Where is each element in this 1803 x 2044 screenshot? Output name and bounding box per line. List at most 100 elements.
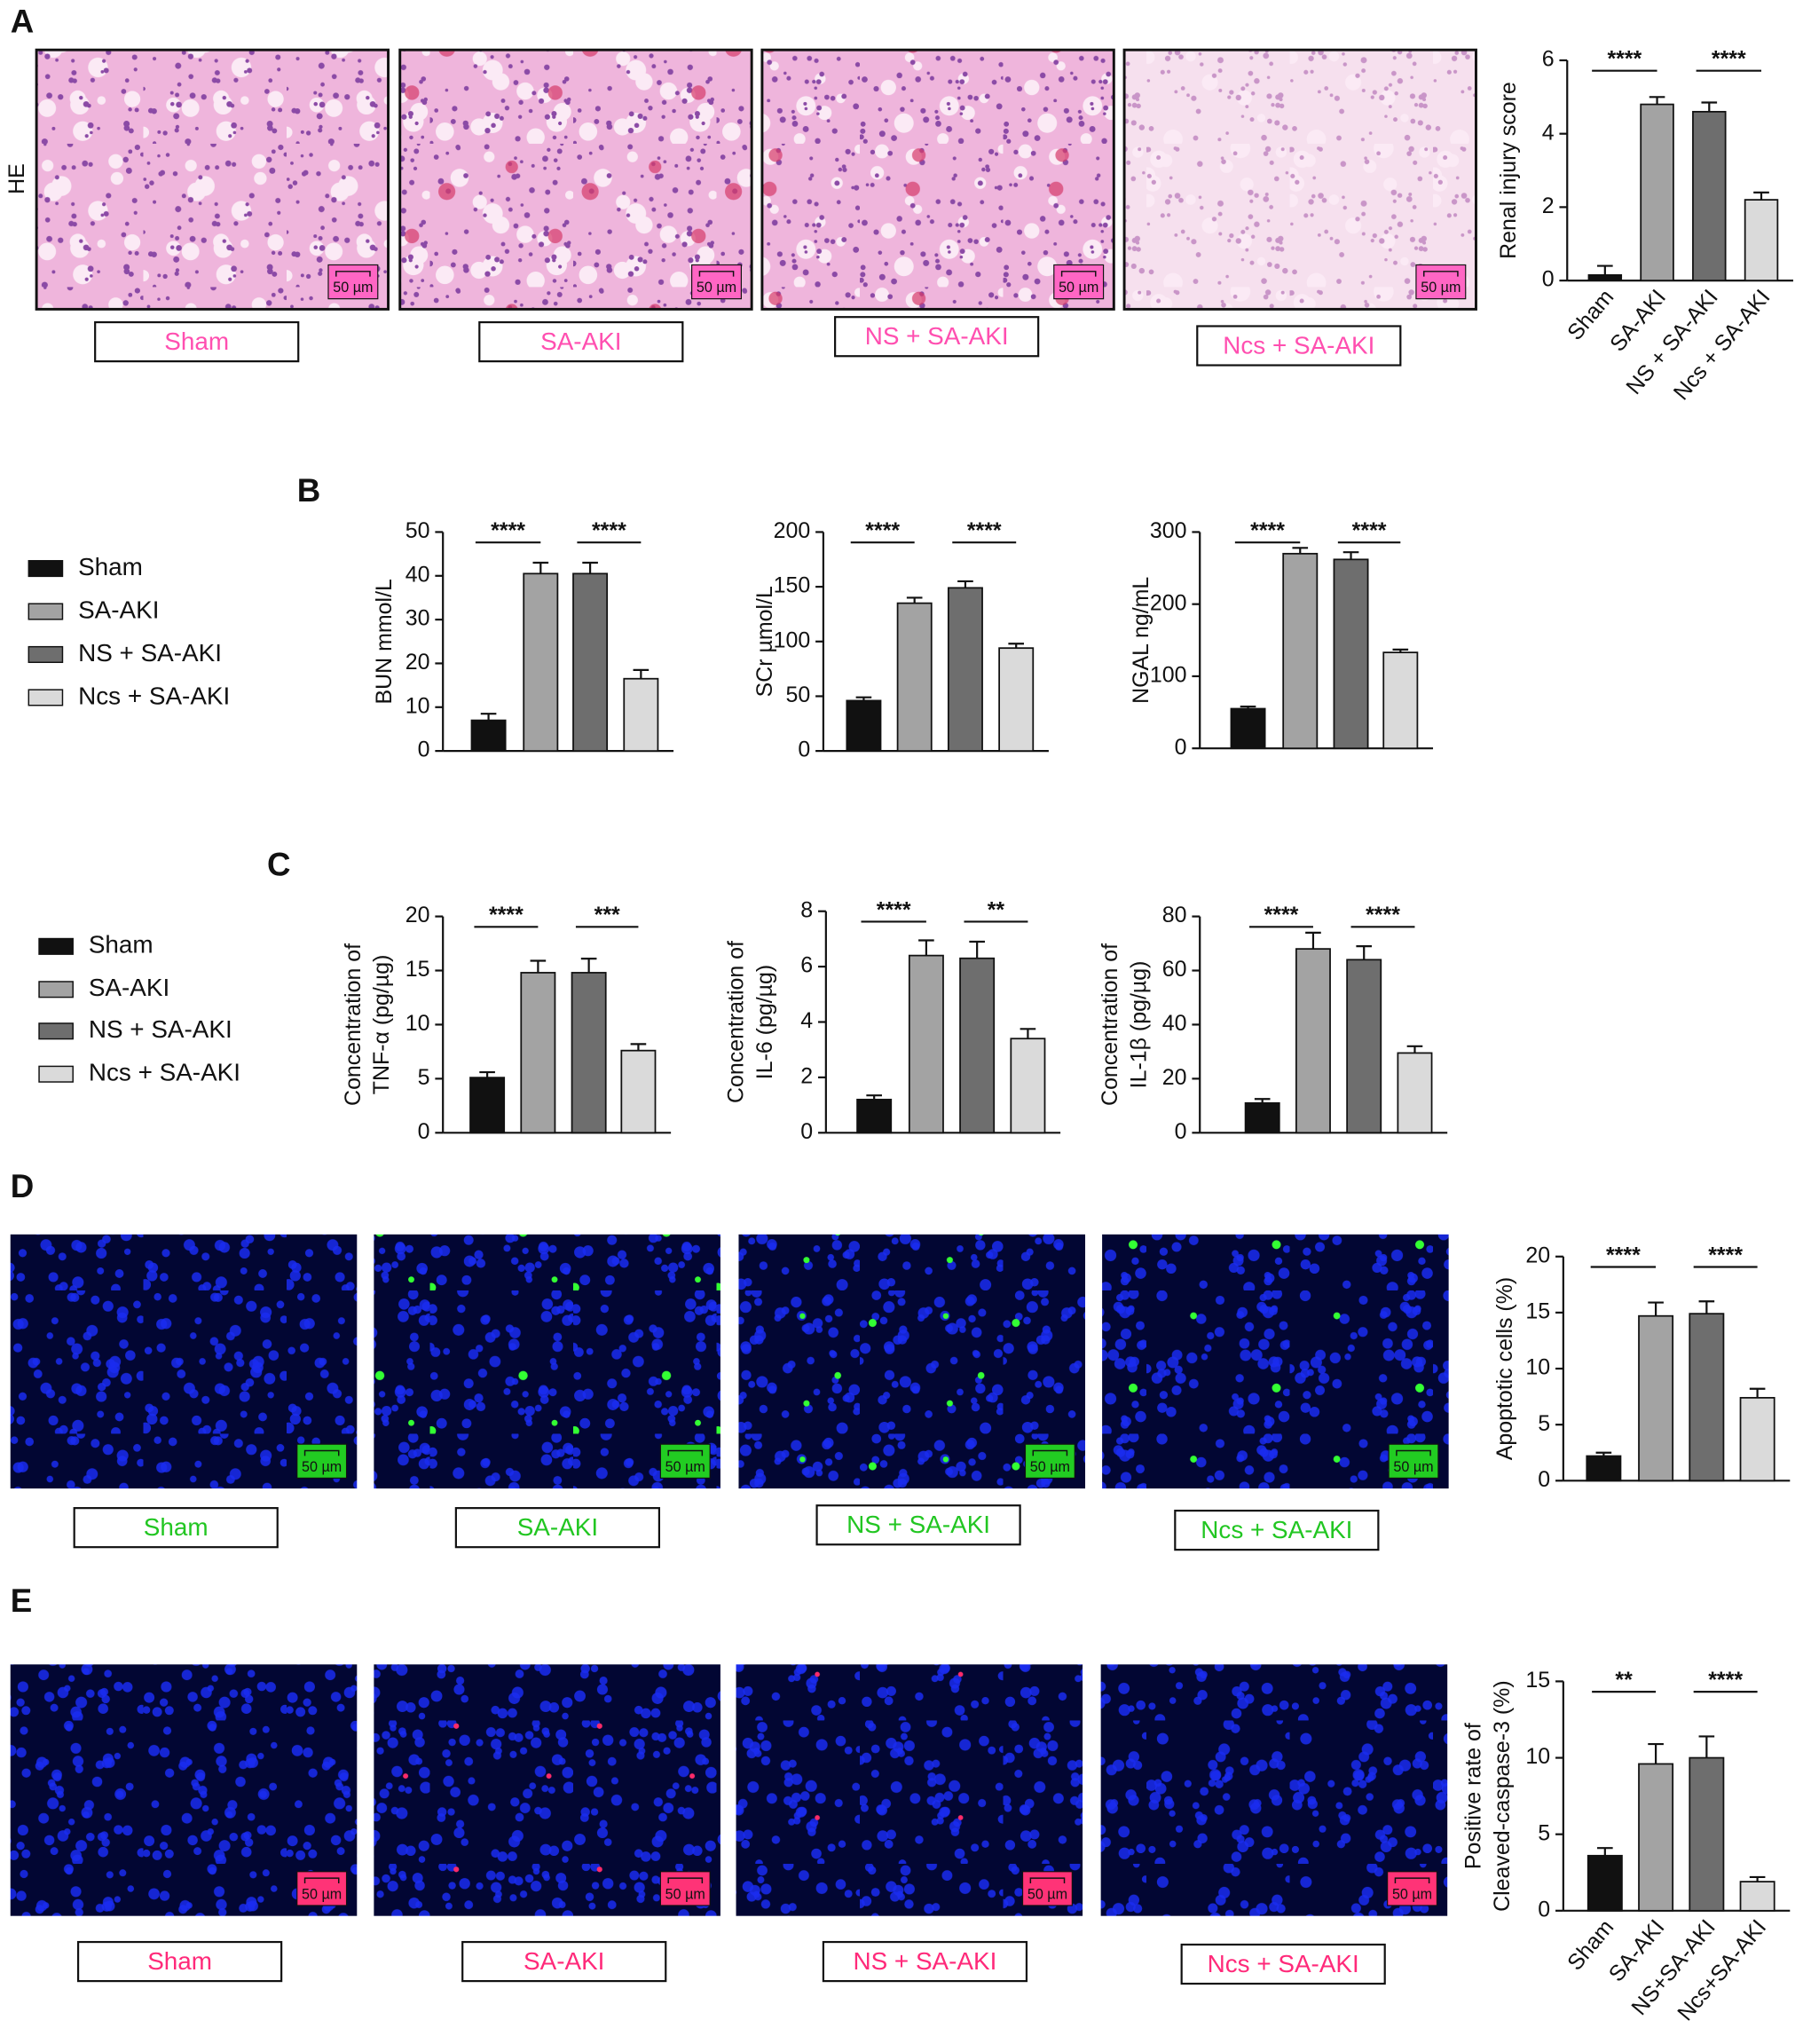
y-tick-label: 50 <box>785 683 810 707</box>
panel-letter: E <box>11 1582 32 1619</box>
y-tick-label: 2 <box>800 1063 813 1088</box>
y-axis-label: Apoptotic cells (%) <box>1492 1277 1517 1461</box>
scale-bar-box <box>1021 1871 1073 1906</box>
scale-bar <box>335 271 371 277</box>
scale-bar-box <box>659 1443 711 1479</box>
scale-bar-label: 50 µm <box>302 1459 342 1475</box>
error-bar <box>1240 705 1256 709</box>
scale-bar <box>667 1449 704 1456</box>
image-label: NS + SA-AKI <box>853 1947 996 1975</box>
bar <box>1586 1455 1622 1482</box>
bar <box>1230 707 1266 750</box>
bar <box>1638 1314 1674 1482</box>
error-bar <box>1698 1735 1715 1758</box>
y-tick-label: 15 <box>405 957 430 982</box>
bar <box>572 572 609 752</box>
scale-bar-label: 50 µm <box>1027 1886 1067 1902</box>
legend-label: Ncs + SA-AKI <box>78 682 230 709</box>
scale-bar-box <box>1388 1443 1439 1479</box>
label-box <box>1174 1509 1380 1551</box>
scale-bar <box>698 271 735 277</box>
scale-bar <box>1423 271 1459 277</box>
panel-letter: A <box>11 4 35 40</box>
y-axis-label: TNF-α (pg/µg) <box>369 955 394 1095</box>
error-bar <box>1254 1098 1271 1103</box>
significance-label: **** <box>1264 903 1299 927</box>
error-bar <box>1649 96 1665 105</box>
bar <box>1397 1052 1433 1134</box>
label-box <box>1180 1943 1386 1985</box>
significance-label: **** <box>1708 1243 1743 1267</box>
image-label: Ncs + SA-AKI <box>1201 1516 1352 1543</box>
bar <box>469 1077 506 1134</box>
significance-label: **** <box>1708 1668 1743 1693</box>
label-box <box>1196 325 1402 367</box>
scale-bar-label: 50 µm <box>1392 1886 1432 1902</box>
bar <box>1744 199 1779 281</box>
significance-label: **** <box>1352 518 1387 543</box>
y-tick-label: 5 <box>1538 1411 1550 1436</box>
y-tick-label: 60 <box>1162 957 1187 982</box>
y-tick-label: 8 <box>800 897 813 922</box>
error-bar <box>1597 1847 1613 1856</box>
legend-label: Sham <box>78 553 143 580</box>
bar <box>1244 1101 1280 1134</box>
significance-label: **** <box>1607 47 1642 72</box>
error-bar <box>530 959 547 973</box>
y-tick-label: 10 <box>1525 1355 1550 1380</box>
error-bar <box>532 561 549 574</box>
bar <box>1346 959 1382 1134</box>
scale-bar-box <box>327 264 379 300</box>
error-bar <box>1597 264 1613 275</box>
image-label: Ncs + SA-AKI <box>1223 331 1374 359</box>
y-tick-label: 20 <box>1525 1243 1550 1267</box>
legend-swatch <box>38 981 74 998</box>
y-tick-label: 100 <box>1150 663 1187 688</box>
error-bar <box>1406 1045 1423 1054</box>
significance-label: **** <box>967 518 1002 543</box>
scale-bar-label: 50 µm <box>333 280 373 296</box>
bar <box>959 957 996 1134</box>
scale-bar-label: 50 µm <box>1030 1459 1070 1475</box>
scale-bar-label: 50 µm <box>302 1886 342 1902</box>
significance-label: **** <box>489 903 524 927</box>
y-axis-label: IL-1β (pg/µg) <box>1126 961 1151 1089</box>
scale-bar <box>303 1877 340 1883</box>
error-bar <box>1753 191 1769 201</box>
scale-bar <box>1029 1877 1066 1883</box>
legend-swatch <box>38 1022 74 1040</box>
scale-bar-box <box>296 1871 348 1906</box>
bar <box>908 954 944 1134</box>
y-tick-label: 0 <box>800 1119 813 1144</box>
y-tick-label: 10 <box>1525 1744 1550 1769</box>
image-label: NS + SA-AKI <box>846 1511 990 1538</box>
y-axis-label: Concentration of <box>1098 943 1122 1106</box>
legend-label: Ncs + SA-AKI <box>89 1059 240 1086</box>
error-bar <box>1342 551 1359 560</box>
bar <box>1586 1854 1623 1912</box>
significance-label: **** <box>1250 518 1285 543</box>
scale-bar <box>1396 1449 1431 1456</box>
y-tick-label: 300 <box>1150 518 1187 543</box>
bar <box>571 972 607 1134</box>
scale-bar-box <box>691 264 742 300</box>
legend-swatch <box>38 1065 74 1083</box>
significance-label: ** <box>1615 1668 1633 1693</box>
image-label: Sham <box>164 328 229 355</box>
y-tick-label: 150 <box>774 573 811 598</box>
label-box <box>73 1507 279 1549</box>
bar <box>856 1098 893 1134</box>
y-tick-label: 15 <box>1525 1668 1550 1693</box>
bar <box>1282 552 1319 750</box>
y-tick-label: 2 <box>1542 193 1555 218</box>
legend-swatch <box>28 689 64 706</box>
y-tick-label: 20 <box>405 650 430 675</box>
error-bar <box>1305 931 1321 950</box>
scale-bar <box>1394 1877 1430 1883</box>
y-axis-label: Concentration of <box>341 943 366 1106</box>
scale-bar-box <box>296 1443 348 1479</box>
label-box <box>461 1940 667 1983</box>
y-tick-label: 0 <box>798 738 810 762</box>
y-tick-label: 0 <box>1175 735 1187 760</box>
significance-label: **** <box>1606 1243 1641 1267</box>
